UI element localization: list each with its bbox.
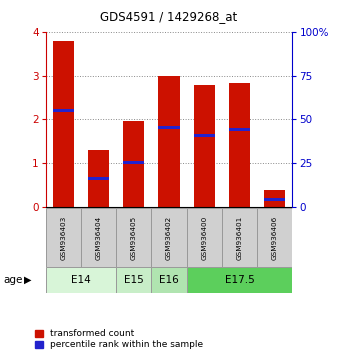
Text: E15: E15 [124,275,144,285]
Bar [116,208,151,267]
Text: GSM936400: GSM936400 [201,215,207,260]
Bar [151,267,187,293]
Bar [264,190,285,207]
Text: GSM936402: GSM936402 [166,215,172,260]
Bar [46,267,116,293]
Bar [222,208,257,267]
Bar [123,121,144,207]
Legend: transformed count, percentile rank within the sample: transformed count, percentile rank withi… [35,329,203,349]
Bar [264,198,285,201]
Bar [123,161,144,164]
Text: GSM936404: GSM936404 [96,215,101,260]
Bar [53,41,74,207]
Bar [88,177,109,180]
Text: GSM936405: GSM936405 [131,215,137,260]
Text: GSM936403: GSM936403 [60,215,66,260]
Bar [194,134,215,137]
Text: E16: E16 [159,275,179,285]
Text: GSM936406: GSM936406 [272,215,278,260]
Bar [88,150,109,207]
Text: E14: E14 [71,275,91,285]
Bar [159,76,179,207]
Bar [159,126,179,129]
Text: age: age [3,275,23,285]
Bar [151,208,187,267]
Bar [81,208,116,267]
Bar [53,109,74,112]
Text: GDS4591 / 1429268_at: GDS4591 / 1429268_at [100,10,238,23]
Bar [229,83,250,207]
Bar [229,127,250,131]
Bar [187,267,292,293]
Bar [46,208,81,267]
Bar [257,208,292,267]
Bar [187,208,222,267]
Bar [116,267,151,293]
Bar [194,85,215,207]
Text: ▶: ▶ [24,275,32,285]
Text: E17.5: E17.5 [225,275,255,285]
Text: GSM936401: GSM936401 [237,215,242,260]
